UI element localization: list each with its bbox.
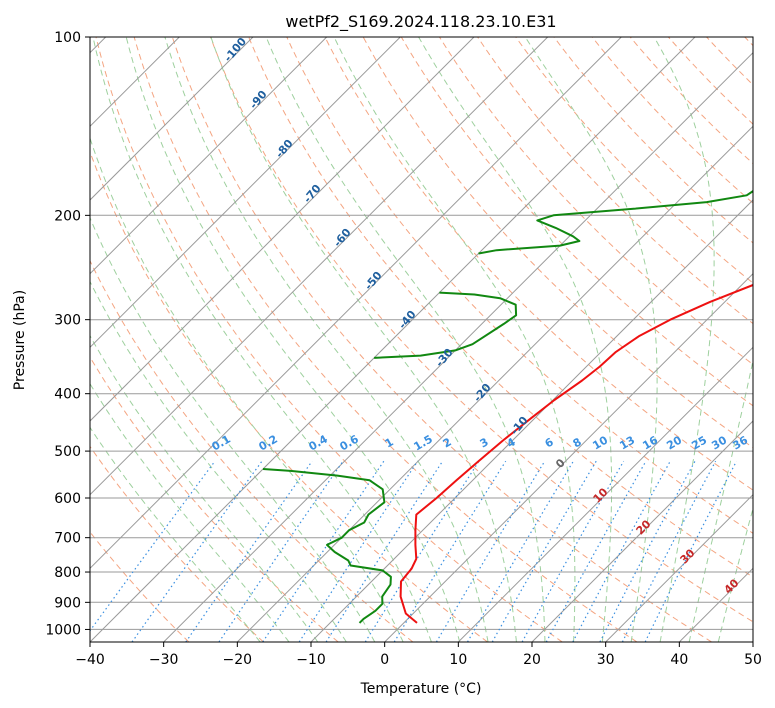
moist-adiabat-line bbox=[524, 37, 658, 642]
dry-adiabat-line bbox=[362, 37, 753, 449]
isotherm-line bbox=[752, 641, 753, 642]
dry-adiabat-line bbox=[90, 150, 488, 642]
y-tick-label: 700 bbox=[54, 531, 81, 547]
mixing-ratio-line bbox=[325, 460, 444, 642]
dewpoint-profile-line bbox=[262, 468, 392, 624]
x-tick-label: 20 bbox=[523, 652, 541, 668]
moist-adiabat-line bbox=[164, 37, 489, 642]
plot-frame bbox=[89, 36, 754, 643]
isotherm-line bbox=[90, 37, 622, 570]
moist-adiabat-line bbox=[90, 136, 404, 642]
isotherm-line bbox=[90, 37, 254, 201]
mixing-ratio-line bbox=[435, 460, 546, 642]
mixing-ratio-line bbox=[218, 460, 344, 642]
dry-adiabat-line bbox=[95, 37, 563, 642]
dry-adiabat-line bbox=[248, 37, 753, 578]
moist-adiabat-line bbox=[717, 506, 753, 642]
moist-adiabat-line bbox=[90, 280, 347, 642]
y-tick-label: 200 bbox=[54, 208, 81, 224]
x-tick-label: 30 bbox=[597, 652, 615, 668]
moist-adiabat-line bbox=[92, 37, 432, 642]
isotherm-line bbox=[90, 37, 475, 422]
x-tick-label: −30 bbox=[149, 652, 179, 668]
plot-background bbox=[90, 37, 753, 642]
dry-adiabat-line bbox=[171, 37, 712, 642]
isotherm-line bbox=[531, 420, 753, 642]
dry-adiabat-line bbox=[90, 259, 414, 642]
y-tick-label: 600 bbox=[54, 491, 81, 507]
moist-adiabat-line bbox=[333, 37, 576, 642]
y-tick-label: 300 bbox=[54, 313, 81, 329]
mixing-ratio-line bbox=[131, 460, 263, 642]
moist-adiabat-line bbox=[653, 37, 715, 642]
moist-adiabat-line bbox=[90, 216, 376, 642]
y-tick-label: 500 bbox=[54, 444, 81, 460]
mixing-ratio-line bbox=[185, 460, 313, 642]
isotherm-line bbox=[90, 37, 696, 642]
reference-lines bbox=[90, 37, 753, 642]
x-tick-label: −40 bbox=[75, 652, 105, 668]
isotherm-line bbox=[163, 51, 753, 642]
dry-adiabat-line bbox=[477, 37, 753, 325]
chart-title: wetPf2_S169.2024.118.23.10.E31 bbox=[285, 12, 556, 32]
dry-adiabat-line bbox=[629, 37, 753, 165]
x-tick-label: 50 bbox=[744, 652, 762, 668]
x-tick-label: 10 bbox=[449, 652, 467, 668]
dewpoint-profile-line bbox=[478, 189, 753, 255]
isotherm-line bbox=[90, 37, 328, 275]
y-tick-label: 800 bbox=[54, 565, 81, 581]
dry-adiabat-line bbox=[438, 37, 753, 366]
x-tick-label: 40 bbox=[670, 652, 688, 668]
moist-adiabat-line bbox=[265, 37, 546, 642]
isotherm-line bbox=[605, 493, 753, 642]
moist-adiabat-line bbox=[688, 358, 753, 642]
y-tick-label: 900 bbox=[54, 595, 81, 611]
y-tick-label: 400 bbox=[54, 387, 81, 403]
dry-adiabat-line bbox=[286, 37, 753, 534]
mixing-ratio-line bbox=[621, 460, 717, 642]
mixing-ratio-line bbox=[491, 460, 597, 642]
dry-adiabat-line bbox=[400, 37, 753, 407]
y-tick-label: 1000 bbox=[45, 622, 81, 638]
y-axis-ticks: 1000 900 800 700 600 500 400 300 200 100 bbox=[45, 30, 90, 638]
moist-adiabat-line bbox=[210, 37, 517, 642]
mixing-ratio-line bbox=[262, 460, 385, 642]
x-tick-label: 0 bbox=[380, 652, 389, 668]
temperature-profile-line bbox=[399, 283, 753, 624]
dewpoint-profile-line bbox=[374, 291, 518, 359]
x-axis-label: Temperature (°C) bbox=[360, 681, 482, 697]
dry-adiabat-line bbox=[90, 445, 264, 642]
isotherm-line bbox=[236, 125, 753, 642]
moist-adiabat-line bbox=[418, 37, 613, 642]
mixing-ratio-line bbox=[90, 460, 216, 632]
x-tick-label: −20 bbox=[223, 652, 253, 668]
isotherm-line bbox=[310, 199, 753, 642]
x-tick-label: −10 bbox=[296, 652, 326, 668]
isotherm-line bbox=[90, 37, 549, 496]
mixing-ratio-line bbox=[298, 460, 419, 642]
y-tick-label: 100 bbox=[54, 30, 81, 46]
isotherm-line bbox=[90, 37, 401, 349]
dry-adiabat-line bbox=[591, 37, 753, 204]
mixing-ratio-line bbox=[599, 460, 696, 642]
moist-adiabat-line bbox=[90, 426, 261, 642]
x-axis-ticks: −40 −30 −20 −10 0 10 20 30 40 50 bbox=[75, 642, 762, 668]
y-axis-label: Pressure (hPa) bbox=[12, 290, 28, 390]
isotherm-line bbox=[457, 346, 753, 642]
moist-adiabat-line bbox=[90, 334, 319, 642]
moist-adiabat-line bbox=[90, 382, 290, 642]
isotherm-line bbox=[384, 272, 753, 642]
mixing-ratio-line bbox=[466, 460, 574, 642]
dry-adiabat-line bbox=[553, 37, 753, 244]
moist-adiabat-line bbox=[125, 37, 461, 642]
profile-lines bbox=[262, 189, 753, 624]
